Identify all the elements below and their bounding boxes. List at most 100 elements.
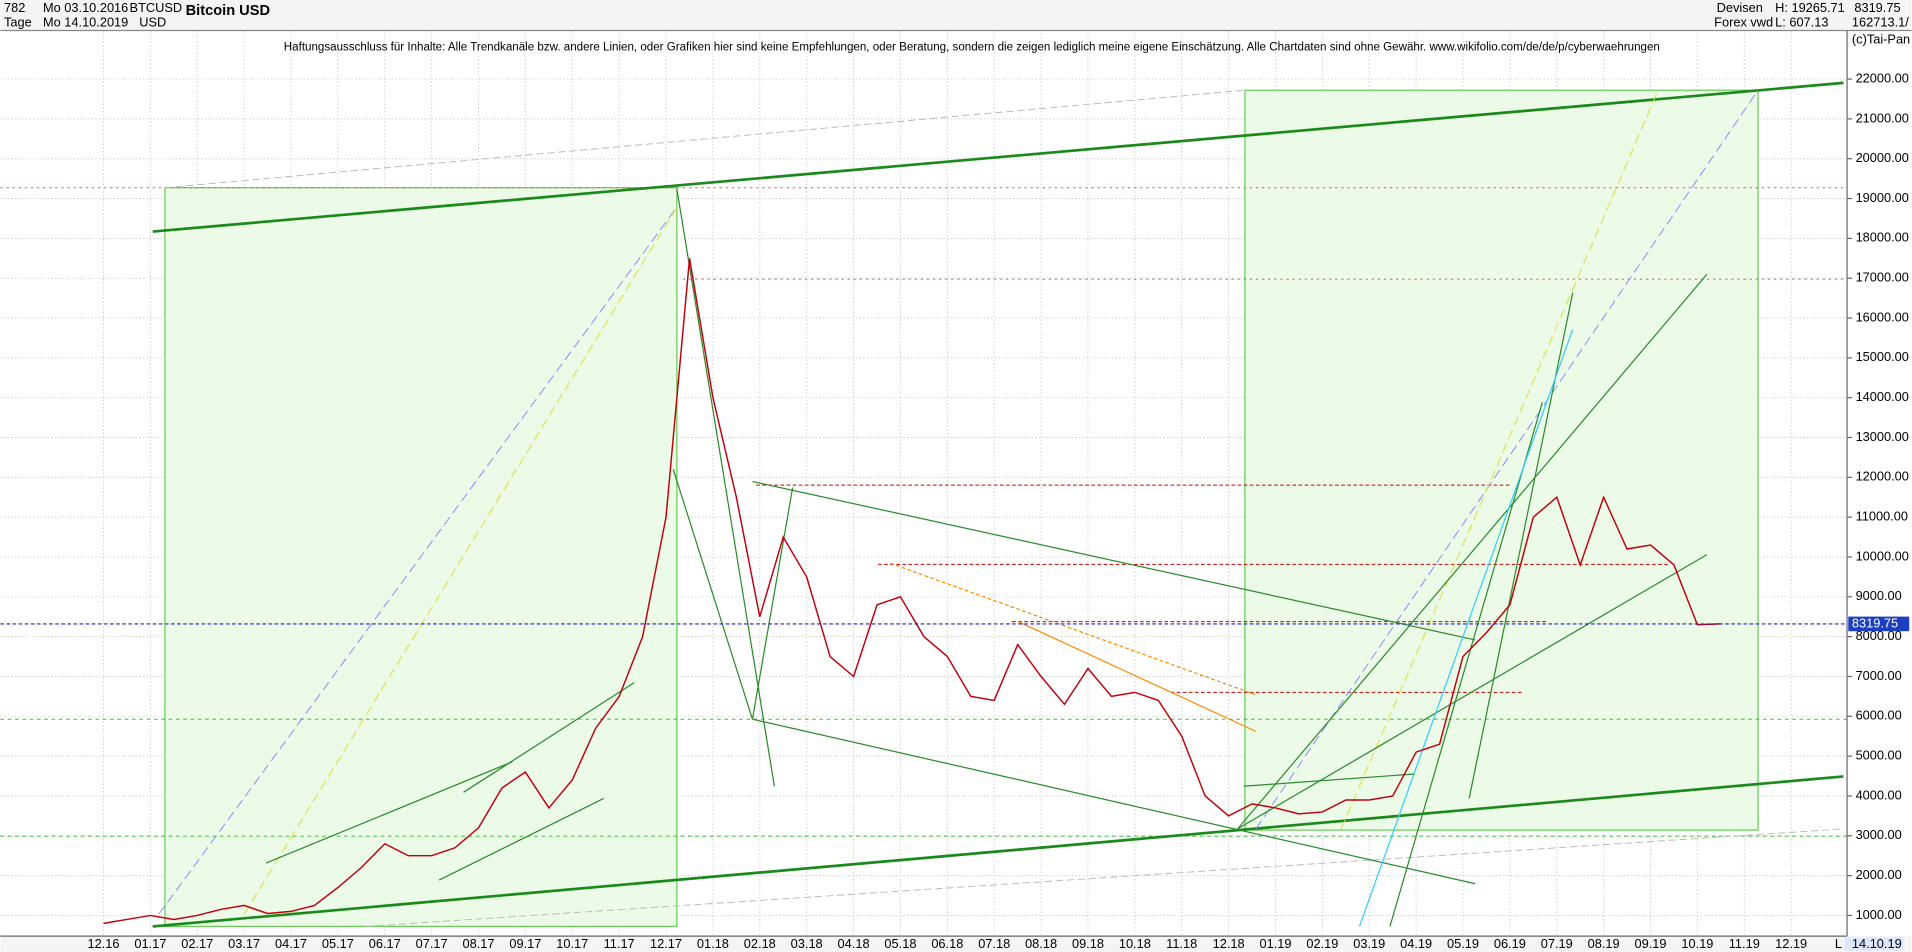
y-tick-label: 6000.00 xyxy=(1856,708,1902,723)
x-tick-label: 06.19 xyxy=(1494,936,1526,951)
x-tick-label: 12.16 xyxy=(87,936,119,951)
axis-end: L xyxy=(1835,936,1842,951)
copyright: (c)Tai-Pan xyxy=(1852,32,1910,47)
trend-line xyxy=(463,682,635,793)
x-tick-label: 10.18 xyxy=(1119,936,1151,951)
trend-line xyxy=(672,469,754,720)
trend-channel xyxy=(152,775,1844,928)
y-tick-label: 15000.00 xyxy=(1856,349,1909,364)
date-marker-box xyxy=(1844,937,1904,951)
x-tick-label: 03.17 xyxy=(228,936,260,951)
last-price-box xyxy=(1848,616,1910,632)
interval: Tage xyxy=(4,15,32,30)
x-tick-label: 06.18 xyxy=(931,936,963,951)
y-tick-label: 5000.00 xyxy=(1856,748,1902,763)
y-tick-label: 16000.00 xyxy=(1856,309,1909,324)
x-tick-label: 08.17 xyxy=(463,936,495,951)
y-tick-label: 13000.00 xyxy=(1856,429,1909,444)
trend-line xyxy=(752,480,1476,641)
trend-line xyxy=(752,718,1476,885)
y-tick-label: 3000.00 xyxy=(1856,827,1902,842)
x-tick-label: 04.18 xyxy=(838,936,870,951)
chart-title: Bitcoin USD xyxy=(186,3,270,19)
x-tick-label: 11.19 xyxy=(1729,936,1760,951)
trend-channel xyxy=(152,81,1844,233)
x-tick-label: 11.17 xyxy=(604,936,635,951)
y-tick-label: 7000.00 xyxy=(1856,668,1902,683)
x-tick-label: 11.18 xyxy=(1166,936,1197,951)
volume: 162713.1/ xyxy=(1852,15,1909,30)
price-line xyxy=(103,258,1721,925)
x-tick-label: 10.19 xyxy=(1681,936,1713,951)
disclaimer: Haftungsausschluss für Inhalte: Alle Tre… xyxy=(284,42,1660,54)
trend-line xyxy=(1237,273,1708,830)
currency: USD xyxy=(139,15,166,30)
fan-line xyxy=(243,206,678,915)
x-tick-label: 10.17 xyxy=(556,936,588,951)
exchange: Devisen xyxy=(1717,0,1763,15)
x-tick-label: 05.17 xyxy=(322,936,354,951)
last-price-header: 8319.75 xyxy=(1854,0,1900,15)
x-tick-label: 05.18 xyxy=(884,936,916,951)
channel-guide xyxy=(365,828,1844,927)
y-tick-label: 4000.00 xyxy=(1856,787,1902,802)
trend-line xyxy=(1017,621,1257,732)
x-tick-label: 02.18 xyxy=(744,936,776,951)
x-tick-label: 08.18 xyxy=(1025,936,1057,951)
trend-line xyxy=(1243,773,1415,787)
x-tick-label: 02.19 xyxy=(1306,936,1338,951)
zone xyxy=(1244,89,1759,831)
period: 782 xyxy=(4,0,25,15)
x-tick-label: 01.18 xyxy=(697,936,729,951)
y-tick-label: 9000.00 xyxy=(1856,588,1902,603)
x-tick-label: 07.19 xyxy=(1541,936,1573,951)
x-tick-label: 12.17 xyxy=(650,936,682,951)
high-label: H: 19265.71 xyxy=(1775,0,1845,15)
fan-line xyxy=(1340,90,1659,830)
y-tick-label: 1000.00 xyxy=(1856,907,1902,922)
start-date: Mo 03.10.2016 xyxy=(43,0,128,15)
source: Forex vwd xyxy=(1714,15,1773,30)
trend-line xyxy=(1237,554,1708,830)
trend-line xyxy=(438,797,604,881)
end-date: Mo 14.10.2019 xyxy=(43,15,128,30)
low-label: L: 607.13 xyxy=(1775,15,1828,30)
x-tick-label: 06.17 xyxy=(369,936,401,951)
header-bar xyxy=(0,0,1912,31)
y-tick-label: 21000.00 xyxy=(1856,110,1909,125)
trend-line xyxy=(889,562,1257,696)
channel-guide xyxy=(164,89,1245,189)
labels: 1000.00 2000.00 3000.00 4000.00 5000.00 6000.… xyxy=(0,70,1910,951)
y-tick-label: 14000.00 xyxy=(1856,389,1909,404)
x-tick-label: 03.19 xyxy=(1353,936,1385,951)
x-tick-label: 01.19 xyxy=(1259,936,1291,951)
x-tick-label: 07.17 xyxy=(416,936,448,951)
x-tick-label: 12.19 xyxy=(1775,936,1807,951)
trend-line xyxy=(1358,328,1574,927)
x-tick-label: 01.17 xyxy=(134,936,166,951)
x-tick-label: 03.18 xyxy=(791,936,823,951)
y-tick-label: 12000.00 xyxy=(1856,469,1909,484)
y-tick-label: 18000.00 xyxy=(1856,230,1909,245)
x-tick-label: 05.19 xyxy=(1447,936,1479,951)
fan-line xyxy=(1255,89,1759,830)
symbol: BTCUSD xyxy=(130,0,183,15)
y-tick-label: 19000.00 xyxy=(1856,190,1909,205)
last-price-label: 8319.75 xyxy=(1852,615,1898,630)
y-tick-label: 2000.00 xyxy=(1856,867,1902,882)
x-tick-label: 08.19 xyxy=(1588,936,1620,951)
x-tick-label: 12.18 xyxy=(1213,936,1245,951)
y-tick-label: 10000.00 xyxy=(1856,548,1909,563)
y-tick-label: 22000.00 xyxy=(1856,70,1909,85)
y-tick-label: 20000.00 xyxy=(1856,150,1909,165)
x-tick-label: 04.19 xyxy=(1400,936,1432,951)
date-marker: 14.10.19 xyxy=(1852,936,1902,951)
header: 782 Tage Mo 03.10.2016 Mo 14.10.2019 BTC… xyxy=(0,0,1912,32)
x-tick-label: 09.18 xyxy=(1072,936,1104,951)
trend-line xyxy=(265,761,513,864)
x-tick-label: 02.17 xyxy=(181,936,213,951)
trend-line xyxy=(751,487,794,720)
trend-line xyxy=(1389,402,1543,927)
